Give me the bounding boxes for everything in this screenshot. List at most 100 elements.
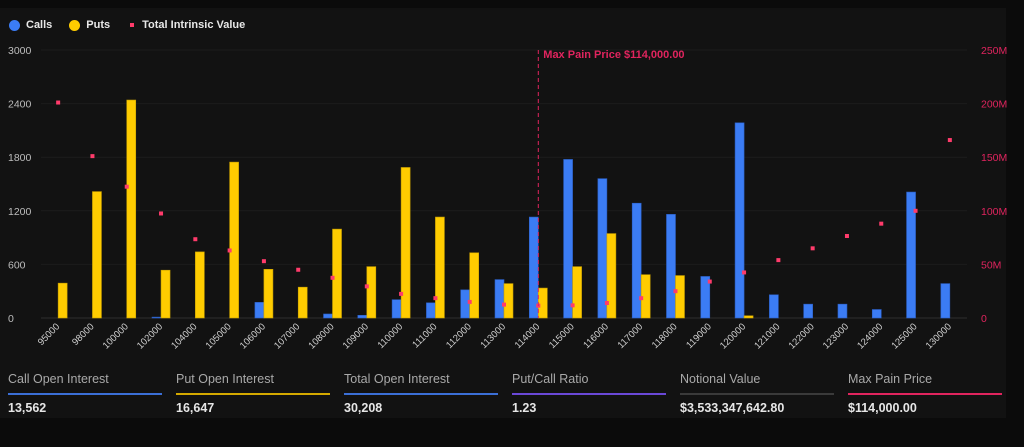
- intrinsic-point: [399, 291, 404, 296]
- legend: Calls Puts Total Intrinsic Value: [9, 19, 262, 31]
- call-bar: [803, 303, 813, 319]
- call-bar: [323, 313, 333, 319]
- call-bar: [940, 283, 951, 319]
- y-left-tick-label: 0: [8, 313, 14, 325]
- intrinsic-point: [227, 248, 232, 253]
- puts-swatch-icon: [69, 19, 81, 31]
- stat-value: 1.23: [512, 401, 537, 415]
- stat-underline: [344, 393, 498, 395]
- intrinsic-point: [502, 302, 506, 307]
- x-tick-label: 107000: [272, 321, 302, 351]
- put-bar: [675, 275, 685, 319]
- stat-max-pain: Max Pain Price $114,000.00: [848, 372, 1002, 415]
- call-bar: [494, 279, 505, 319]
- x-tick-label: 125000: [889, 321, 919, 351]
- stat-value: $3,533,347,642.80: [680, 401, 785, 415]
- call-bar: [151, 316, 162, 319]
- stat-label: Put/Call Ratio: [512, 372, 589, 386]
- x-tick-label: 121000: [752, 321, 782, 351]
- intrinsic-point: [193, 237, 198, 242]
- stat-total-oi: Total Open Interest 30,208: [344, 372, 498, 415]
- y-right-tick-label: 150M: [981, 152, 1007, 164]
- call-bar: [769, 294, 779, 319]
- y-left-tick-label: 1800: [8, 152, 32, 164]
- stat-label: Max Pain Price: [848, 372, 933, 386]
- put-bar: [743, 315, 754, 319]
- x-tick-label: 111000: [410, 321, 439, 350]
- intrinsic-point: [879, 221, 884, 226]
- call-bar: [391, 299, 402, 319]
- x-tick-label: 109000: [341, 321, 371, 351]
- y-left-tick-label: 600: [8, 259, 26, 271]
- put-bar: [435, 216, 445, 319]
- put-bar: [263, 269, 274, 319]
- put-bar: [572, 266, 582, 319]
- x-tick-label: 108000: [306, 321, 336, 351]
- stat-label: Put Open Interest: [176, 372, 274, 386]
- stat-notional-value: Notional Value $3,533,347,642.80: [680, 372, 834, 415]
- put-bar: [297, 286, 308, 319]
- intrinsic-point: [947, 138, 952, 143]
- y-right-tick-label: 50M: [981, 259, 1001, 271]
- intrinsic-point: [433, 296, 438, 301]
- y-right-tick-label: 100M: [981, 206, 1007, 218]
- x-tick-label: 115000: [547, 321, 577, 351]
- intrinsic-point: [707, 279, 712, 284]
- put-bar: [229, 161, 239, 319]
- stat-underline: [176, 393, 330, 395]
- stat-value: 30,208: [344, 401, 383, 415]
- call-bar: [700, 276, 711, 319]
- x-tick-label: 106000: [238, 321, 268, 351]
- call-bar: [666, 214, 676, 319]
- call-bar: [871, 309, 882, 319]
- stat-underline: [848, 393, 1002, 395]
- stat-call-oi: Call Open Interest 13,562: [8, 372, 162, 415]
- legend-calls-label: Calls: [26, 19, 53, 31]
- intrinsic-point: [570, 303, 575, 308]
- legend-calls[interactable]: Calls: [9, 19, 52, 31]
- call-bar: [426, 302, 436, 319]
- intrinsic-point: [56, 100, 61, 105]
- put-bar: [400, 167, 411, 319]
- call-bar: [528, 216, 539, 319]
- put-bar: [126, 99, 137, 319]
- intrinsic-point: [90, 154, 95, 159]
- intrinsic-point: [913, 208, 918, 213]
- put-bar: [57, 282, 68, 319]
- x-tick-label: 119000: [684, 321, 714, 351]
- intrinsic-point: [467, 299, 472, 304]
- call-bar: [357, 315, 368, 319]
- put-bar: [160, 269, 171, 319]
- stat-put-call-ratio: Put/Call Ratio 1.23: [512, 372, 666, 415]
- y-left-tick-label: 2400: [8, 99, 32, 111]
- put-bar: [332, 228, 342, 319]
- legend-puts[interactable]: Puts: [69, 19, 110, 31]
- stat-label: Total Open Interest: [344, 372, 450, 386]
- x-tick-label: 122000: [787, 321, 817, 351]
- stats-row: Call Open Interest 13,562 Put Open Intere…: [8, 372, 1016, 415]
- put-bar: [366, 266, 377, 319]
- intrinsic-point: [330, 275, 335, 280]
- stat-put-oi: Put Open Interest 16,647: [176, 372, 330, 415]
- x-tick-label: 114000: [513, 321, 543, 351]
- stat-underline: [512, 393, 666, 395]
- stat-value: $114,000.00: [848, 401, 917, 415]
- put-bar: [469, 252, 480, 319]
- stat-label: Notional Value: [680, 372, 761, 386]
- put-bar: [195, 251, 205, 319]
- stat-underline: [680, 393, 834, 395]
- call-bar: [254, 302, 265, 319]
- stat-label: Call Open Interest: [8, 372, 109, 386]
- legend-intrinsic[interactable]: Total Intrinsic Value: [127, 19, 245, 31]
- intrinsic-point: [673, 289, 678, 294]
- call-bar: [837, 303, 848, 319]
- y-left-tick-label: 3000: [8, 45, 32, 57]
- call-bar: [597, 178, 608, 319]
- call-bar: [906, 191, 916, 319]
- call-bar: [563, 159, 573, 319]
- y-left-tick-label: 1200: [8, 206, 32, 218]
- legend-intrinsic-label: Total Intrinsic Value: [142, 19, 246, 31]
- x-tick-label: 104000: [169, 321, 199, 351]
- y-right-tick-label: 250M: [981, 45, 1007, 57]
